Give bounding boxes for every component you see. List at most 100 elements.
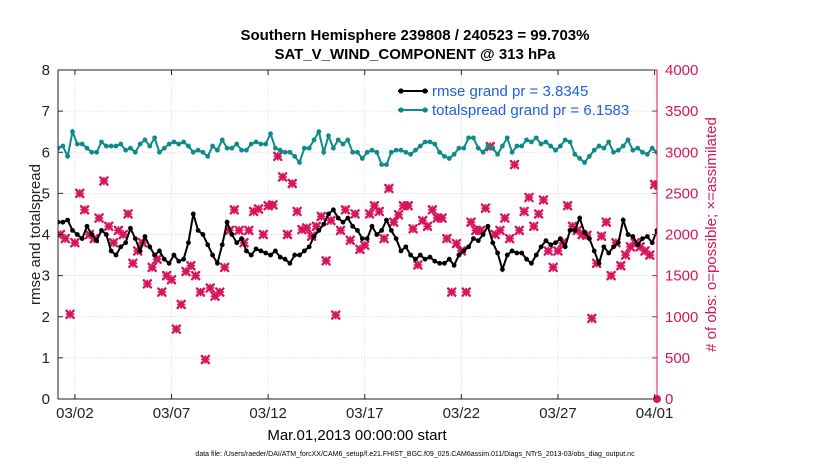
rmse-data-point <box>732 224 737 229</box>
rmse-data-point <box>123 240 129 246</box>
spread-data-point <box>103 143 109 149</box>
y-axis-label-right: # of obs: o=possible; ×=assimilated <box>703 117 720 352</box>
rmse-data-point <box>771 240 776 245</box>
spread-data-point <box>456 145 462 151</box>
rmse-data-point <box>591 248 597 254</box>
rmse-data-point <box>615 240 621 246</box>
y-axis-label-left: rmse and totalspread <box>27 164 44 305</box>
spread-data-point <box>795 140 800 145</box>
spread-data-point <box>611 149 616 155</box>
rmse-data-point <box>132 236 138 242</box>
legend-spread-marker <box>398 107 404 113</box>
rmse-data-point <box>461 248 467 254</box>
spread-data-point <box>500 143 505 149</box>
obs-x-stroke <box>665 214 672 221</box>
y-tick-label-right: 2500 <box>665 185 698 202</box>
rmse-data-point <box>306 244 312 250</box>
spread-data-point <box>543 139 549 145</box>
spread-data-point <box>79 141 85 147</box>
spread-data-point <box>398 147 404 153</box>
obs-assimilated-point <box>316 211 327 222</box>
rmse-data-point <box>780 253 785 258</box>
obs-assimilated-point <box>152 254 162 264</box>
obs-assimilated-point <box>500 213 510 223</box>
obs-assimilated-point <box>200 354 211 365</box>
spread-data-point <box>219 137 225 143</box>
spread-data-point <box>606 139 612 145</box>
spread-data-point <box>582 160 587 165</box>
y-tick-label-left: 8 <box>42 62 50 79</box>
rmse-data-point <box>446 256 452 262</box>
rmse-data-point <box>195 227 201 233</box>
rmse-data-point <box>99 227 104 233</box>
spread-data-point <box>277 147 283 153</box>
spread-data-point <box>301 145 307 151</box>
rmse-data-point <box>403 244 409 250</box>
spread-data-point <box>263 141 269 147</box>
rmse-data-point <box>330 207 336 213</box>
rmse-data-point <box>239 236 244 242</box>
rmse-data-point <box>524 256 529 262</box>
rmse-data-point <box>215 260 220 266</box>
y-tick-label-left: 7 <box>42 103 50 120</box>
spread-data-point <box>780 135 785 140</box>
rmse-data-point <box>355 227 360 233</box>
x-tick-label: 04/01 <box>636 405 674 422</box>
spread-data-point <box>572 151 578 157</box>
rmse-data-point <box>630 234 636 239</box>
obs-assimilated-point <box>408 223 418 234</box>
obs-x-stroke <box>675 206 682 213</box>
y-tick-label-right: 2000 <box>665 227 698 244</box>
obs-assimilated-point <box>253 204 264 214</box>
rmse-data-point <box>790 234 795 239</box>
spread-data-point <box>625 137 631 143</box>
obs-assimilated-point <box>543 246 554 256</box>
spread-data-point <box>272 145 278 151</box>
obs-assimilated-point <box>118 229 129 240</box>
obs-assimilated-point <box>553 246 563 256</box>
data-file-footer: data file: /Users/raeder/DAI/ATM_forcXX/… <box>195 451 635 458</box>
spread-data-point <box>771 138 776 143</box>
spread-data-point <box>321 149 327 155</box>
rmse-data-point <box>413 256 418 262</box>
rmse-data-point <box>543 238 549 244</box>
rmse-data-point <box>176 258 182 264</box>
spread-data-point <box>118 141 124 147</box>
spread-data-point <box>756 135 761 140</box>
rmse-data-point <box>268 252 273 258</box>
rmse-data-point <box>108 248 114 254</box>
rmse-data-point <box>737 230 742 235</box>
obs-assimilated-point <box>466 217 476 227</box>
spread-data-point <box>804 142 809 147</box>
rmse-data-point <box>577 215 583 221</box>
spread-data-point <box>99 139 104 145</box>
rmse-data-point <box>340 219 346 225</box>
spread-data-point <box>577 156 583 161</box>
spread-data-point <box>297 160 302 165</box>
obs-assimilated-point <box>326 215 336 226</box>
spread-data-point <box>215 147 220 153</box>
plot-area <box>58 128 809 365</box>
rmse-data-point <box>509 248 515 254</box>
spread-data-point <box>432 141 438 147</box>
rmse-data-point <box>649 240 655 246</box>
obs-assimilated-point <box>287 178 298 189</box>
rmse-data-point <box>142 234 148 239</box>
rmse-data-point <box>345 215 351 221</box>
obs-assimilated-point <box>480 203 491 213</box>
rmse-data-point <box>369 223 375 229</box>
spread-data-point <box>475 145 481 151</box>
spread-data-point <box>200 149 206 155</box>
rmse-data-point <box>157 248 162 254</box>
spread-data-point <box>732 148 737 153</box>
spread-data-point <box>128 145 133 151</box>
obs-assimilated-point <box>244 225 254 236</box>
obs-assimilated-point <box>99 176 109 186</box>
spread-data-point <box>737 140 742 145</box>
rmse-data-point <box>674 253 679 258</box>
spread-data-point <box>620 143 626 149</box>
rmse-data-point <box>258 248 264 254</box>
rmse-data-point <box>471 236 476 242</box>
rmse-data-point <box>393 236 399 242</box>
obs-assimilated-point <box>379 233 389 244</box>
